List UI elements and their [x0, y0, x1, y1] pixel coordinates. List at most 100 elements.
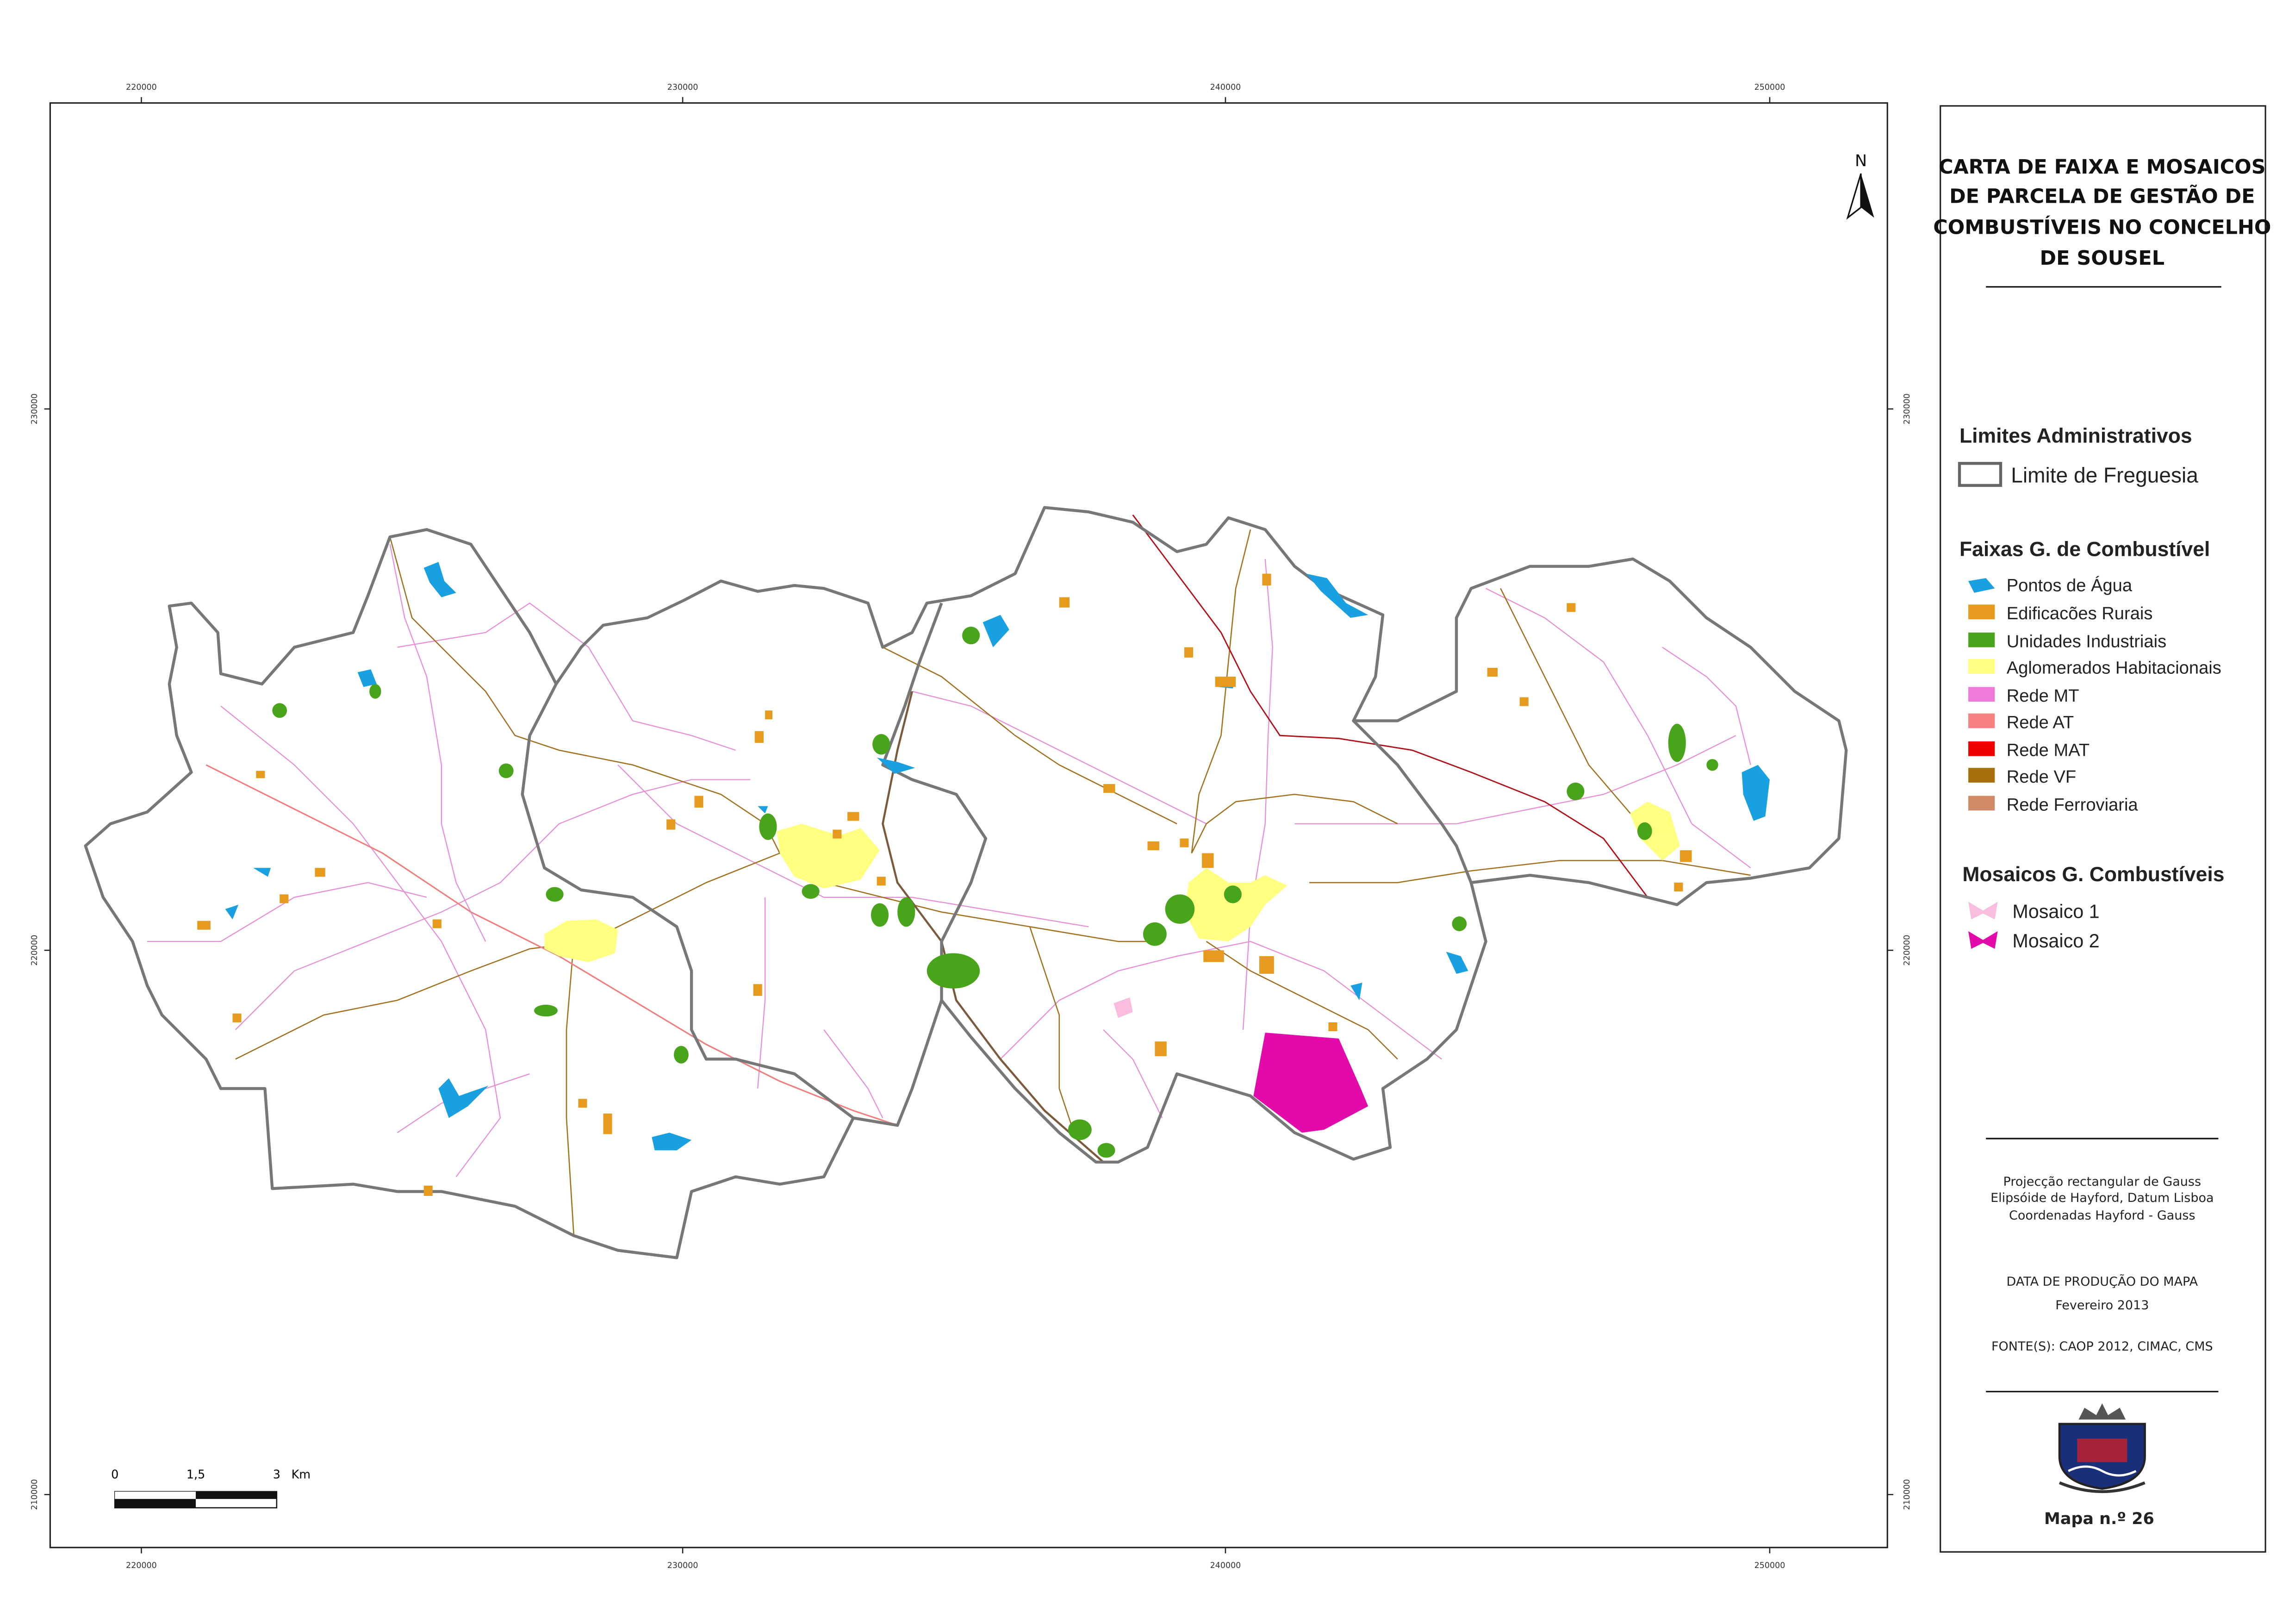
coordinate-labels-shape: 230000 [667, 1561, 698, 1570]
mosaics-shape [1113, 997, 1133, 1018]
coordinate-labels-shape: 210000 [30, 1479, 39, 1510]
legend-label: Edificacões Rurais [2007, 604, 2153, 623]
title-line: DE SOUSEL [2040, 247, 2165, 270]
legend-symbol [1958, 462, 2003, 487]
projection-note: Elipsóide de Hayford, Datum Lisboa [1990, 1191, 2214, 1205]
networks-shape [235, 779, 751, 1030]
north-arrow: N [1846, 152, 1874, 220]
legend-symbol [1968, 687, 1995, 702]
production-note: DATA DE PRODUÇÃO DO MAPA [2007, 1274, 2198, 1289]
legend-symbol [1968, 902, 1998, 920]
networks-shape [1029, 927, 1075, 1133]
legend-symbol [1968, 768, 1995, 783]
title-line: DE PARCELA DE GESTÃO DE [1949, 185, 2255, 208]
networks-shape [220, 705, 501, 1177]
fuel-strips-shape-shape [432, 919, 442, 928]
coordinate-labels-shape: 230000 [30, 393, 39, 424]
legend-label: Rede VF [2007, 767, 2076, 787]
fuel-strips-shape-shape [694, 796, 703, 808]
legend-symbol [1968, 632, 1995, 647]
fuel-strips-shape [1567, 782, 1585, 801]
fuel-strips-shape [534, 1004, 558, 1017]
fuel-strips-shape [927, 953, 980, 989]
north-arrow-half [1861, 174, 1874, 218]
legend-symbol [1968, 713, 1995, 728]
coordinate-labels-shape: 210000 [1903, 1479, 1912, 1510]
fuel-strips-shape-shape [1059, 597, 1070, 608]
legend-symbol [1968, 604, 1995, 620]
fuel-strips-shape [1668, 723, 1686, 762]
legend-section-title: Limites Administrativos [1959, 425, 2192, 448]
north-arrow-half [1846, 173, 1862, 220]
fuel-strips-shape-shape [847, 812, 859, 821]
networks-shape [389, 544, 486, 942]
networks-shape [566, 941, 575, 1236]
networks-shape [912, 691, 1207, 824]
fuel-strips-shape [369, 684, 381, 699]
fuel-strips-shape [1637, 822, 1652, 840]
scale-unit: Km [292, 1467, 311, 1481]
fuel-strips-shape-shape [1519, 697, 1529, 706]
fuel-strips-shape-shape [1215, 677, 1236, 687]
coordinate-labels-shape: 240000 [1210, 83, 1241, 92]
fuel-strips-shape-shape [256, 771, 265, 778]
fuel-strips-shape [1068, 1119, 1092, 1140]
legend-label: Mosaico 2 [2012, 930, 2099, 952]
networks-shape [1662, 647, 1751, 765]
networks-shape [397, 602, 736, 751]
fuel-strips-shape-shape [280, 894, 289, 903]
fuel-strips-shape-shape [1674, 883, 1683, 892]
legend-label: Pontos de Água [2007, 576, 2133, 596]
north-label: N [1855, 152, 1867, 170]
fuel-strips-shape [652, 1132, 692, 1151]
fuel-strips-shape [962, 627, 980, 645]
municipal-crest-shape [2078, 1403, 2126, 1420]
fuel-strips-shape [1741, 765, 1770, 821]
networks-shape [1500, 588, 1634, 817]
networks-shape [1309, 860, 1751, 884]
networks [147, 514, 1751, 1236]
projection-note: Projecção rectangular de Gauss [2003, 1175, 2202, 1189]
fuel-strips-shape [1165, 894, 1195, 924]
fuel-strips-shape-shape [1262, 573, 1271, 586]
coordinate-ticks [44, 97, 1893, 1554]
scale-label: 3 [273, 1467, 280, 1481]
legend-label: Rede MT [2007, 686, 2079, 706]
municipal-crest [2058, 1403, 2146, 1493]
map-number: Mapa n.º 26 [2044, 1510, 2154, 1528]
title-line: CARTA DE FAIXA E MOSAICOS [1939, 156, 2266, 179]
coordinate-labels-shape: 230000 [667, 83, 698, 92]
networks-shape [235, 852, 780, 1060]
fuel-strips-shape-shape [1203, 950, 1224, 962]
scale-segment [196, 1491, 277, 1499]
legend-symbol [1968, 741, 1995, 756]
fuel-strips-shape [759, 813, 777, 840]
fuel-strips-shape-shape [232, 1013, 242, 1023]
networks-shape [1103, 1029, 1163, 1119]
scale-segment [115, 1491, 196, 1499]
fuel-strips-shape [1452, 916, 1467, 931]
fuel-strips-shape [1184, 868, 1287, 942]
fuel-strips-shape-shape [1184, 647, 1194, 658]
fuel-strips-shape [253, 868, 271, 877]
fuel-strips-shape-shape [1328, 1022, 1337, 1032]
legend-label: Rede AT [2007, 712, 2074, 732]
fuel-strips-shape [877, 757, 915, 774]
fuel-strips-shape [872, 734, 890, 755]
fuel-strips-shape [871, 903, 889, 927]
legend-symbol [1968, 578, 1995, 593]
municipal-crest-shape [2059, 1481, 2146, 1493]
fuel-strips-shape [544, 919, 618, 962]
legend-symbol [1968, 659, 1995, 674]
fuel-strips-shape [758, 806, 768, 814]
parish-boundaries-shape [84, 506, 1848, 1259]
fuel-strips-shape-shape [753, 984, 762, 996]
fuel-strips-shape [674, 1045, 689, 1064]
networks-shape [757, 897, 766, 1089]
fuel-strips-shape [897, 897, 915, 927]
fuel-strips-shape-shape [1103, 784, 1115, 793]
fuel-strips-shape [1224, 885, 1242, 903]
fuel-strips-shape [1350, 983, 1362, 1001]
